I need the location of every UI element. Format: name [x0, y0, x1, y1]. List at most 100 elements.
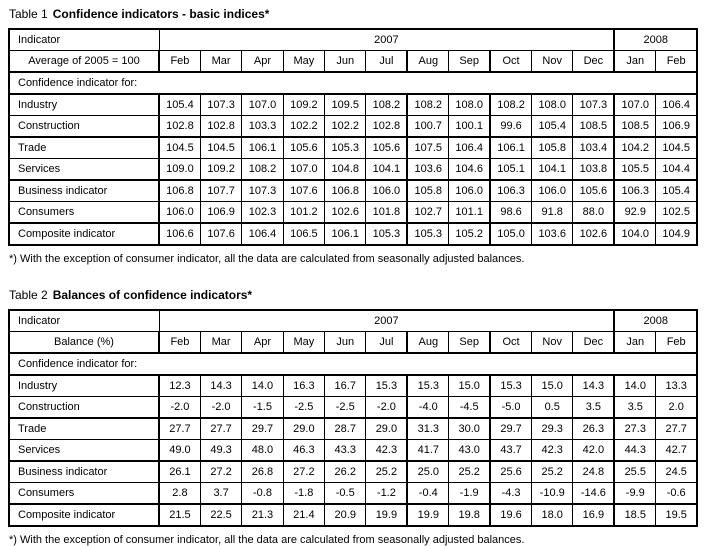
- value-cell: 105.8: [531, 136, 574, 159]
- value-cell: 26.8: [241, 460, 284, 483]
- value-cell: 108.0: [448, 93, 491, 116]
- value-cell: 108.2: [365, 93, 408, 116]
- value-cell: 105.8: [406, 179, 450, 202]
- value-cell: 106.3: [489, 179, 533, 202]
- value-cell: 106.4: [448, 136, 491, 159]
- value-cell: 100.7: [406, 115, 450, 138]
- month-header: May: [282, 331, 326, 354]
- value-cell: 16.7: [324, 374, 367, 397]
- value-cell: 106.0: [157, 201, 201, 224]
- year-header-row: Indicator 2007 2008: [8, 28, 698, 51]
- value-cell: -4.0: [406, 396, 450, 419]
- row-label: Industry: [8, 374, 160, 397]
- value-cell: 20.9: [324, 503, 367, 527]
- month-header: Feb: [157, 331, 201, 354]
- value-cell: 104.9: [655, 222, 698, 246]
- value-cell: -0.8: [241, 482, 284, 505]
- indicator-column-header: Indicator: [8, 28, 160, 51]
- value-cell: 104.8: [324, 158, 367, 181]
- value-cell: 16.3: [282, 374, 326, 397]
- month-header: Jan: [613, 331, 657, 354]
- value-cell: 25.2: [448, 460, 491, 483]
- value-cell: 2.0: [655, 396, 698, 419]
- value-cell: 103.6: [531, 222, 574, 246]
- value-cell: 49.3: [199, 439, 243, 462]
- table2-title-main: Balances of confidence indicators*: [52, 288, 253, 302]
- row-label: Composite indicator: [8, 503, 160, 527]
- year-2008-header: 2008: [613, 309, 698, 332]
- value-cell: 105.6: [365, 136, 408, 159]
- row-label: Business indicator: [8, 460, 160, 483]
- month-header-row: Average of 2005 = 100 Feb Mar Apr May Jun Jul…: [8, 50, 698, 73]
- row-label: Construction: [8, 396, 160, 419]
- value-cell: 107.5: [406, 136, 450, 159]
- value-cell: 108.2: [241, 158, 284, 181]
- value-cell: 30.0: [448, 417, 491, 440]
- value-cell: 21.4: [282, 503, 326, 527]
- value-cell: 102.7: [406, 201, 450, 224]
- value-cell: 106.0: [448, 179, 491, 202]
- value-cell: 102.8: [157, 115, 201, 138]
- row-label: Trade: [8, 417, 160, 440]
- year-2008-header: 2008: [613, 28, 698, 51]
- table-row: Consumers 106.0 106.9 102.3 101.2 102.6 101.8 1…: [8, 201, 698, 224]
- value-cell: 104.6: [448, 158, 491, 181]
- value-cell: -1.9: [448, 482, 491, 505]
- value-cell: 100.1: [448, 115, 491, 138]
- value-cell: 106.8: [157, 179, 201, 202]
- value-cell: 102.8: [199, 115, 243, 138]
- value-cell: -0.4: [406, 482, 450, 505]
- value-cell: 3.7: [199, 482, 243, 505]
- value-cell: 105.4: [655, 179, 698, 202]
- value-cell: 107.0: [241, 93, 284, 116]
- value-cell: -4.3: [489, 482, 533, 505]
- value-cell: 106.8: [324, 179, 367, 202]
- value-cell: 43.3: [324, 439, 367, 462]
- value-cell: 24.5: [655, 460, 698, 483]
- value-cell: 27.2: [199, 460, 243, 483]
- value-cell: 88.0: [572, 201, 615, 224]
- value-cell: 106.4: [241, 222, 284, 246]
- value-cell: 25.2: [365, 460, 408, 483]
- value-cell: 25.0: [406, 460, 450, 483]
- group-label-row: Confidence indicator for:: [8, 352, 698, 376]
- value-cell: 31.3: [406, 417, 450, 440]
- value-cell: 105.5: [613, 158, 657, 181]
- value-cell: -0.5: [324, 482, 367, 505]
- value-cell: 103.4: [572, 136, 615, 159]
- value-cell: 105.4: [531, 115, 574, 138]
- value-cell: 106.6: [157, 222, 201, 246]
- value-cell: 42.3: [365, 439, 408, 462]
- value-cell: 46.3: [282, 439, 326, 462]
- month-header: Dec: [572, 50, 615, 73]
- value-cell: -2.5: [282, 396, 326, 419]
- month-header: Aug: [406, 50, 450, 73]
- table-row: Composite indicator 106.6 107.6 106.4 106.5 1…: [8, 222, 698, 246]
- row-label: Consumers: [8, 482, 160, 505]
- value-cell: -2.0: [157, 396, 201, 419]
- value-cell: 109.5: [324, 93, 367, 116]
- row-label: Composite indicator: [8, 222, 160, 246]
- value-cell: 108.0: [531, 93, 574, 116]
- value-cell: 106.0: [365, 179, 408, 202]
- value-cell: 19.9: [406, 503, 450, 527]
- value-cell: -4.5: [448, 396, 491, 419]
- value-cell: 18.0: [531, 503, 574, 527]
- month-header: Mar: [199, 331, 243, 354]
- value-cell: 29.7: [489, 417, 533, 440]
- table1-footnote: *) With the exception of consumer indica…: [9, 253, 525, 265]
- table-row: Services 49.0 49.3 48.0 46.3 43.3 42.3 41.7 43.0…: [8, 439, 698, 462]
- month-header: Apr: [241, 331, 284, 354]
- value-cell: 106.5: [282, 222, 326, 246]
- value-cell: 107.7: [199, 179, 243, 202]
- table1-subtitle: Average of 2005 = 100: [8, 50, 160, 73]
- value-cell: 21.3: [241, 503, 284, 527]
- value-cell: 105.6: [282, 136, 326, 159]
- value-cell: 109.2: [199, 158, 243, 181]
- value-cell: 105.3: [365, 222, 408, 246]
- value-cell: -2.0: [199, 396, 243, 419]
- value-cell: 102.6: [572, 222, 615, 246]
- value-cell: 106.4: [655, 93, 698, 116]
- value-cell: 106.3: [613, 179, 657, 202]
- month-header: Dec: [572, 331, 615, 354]
